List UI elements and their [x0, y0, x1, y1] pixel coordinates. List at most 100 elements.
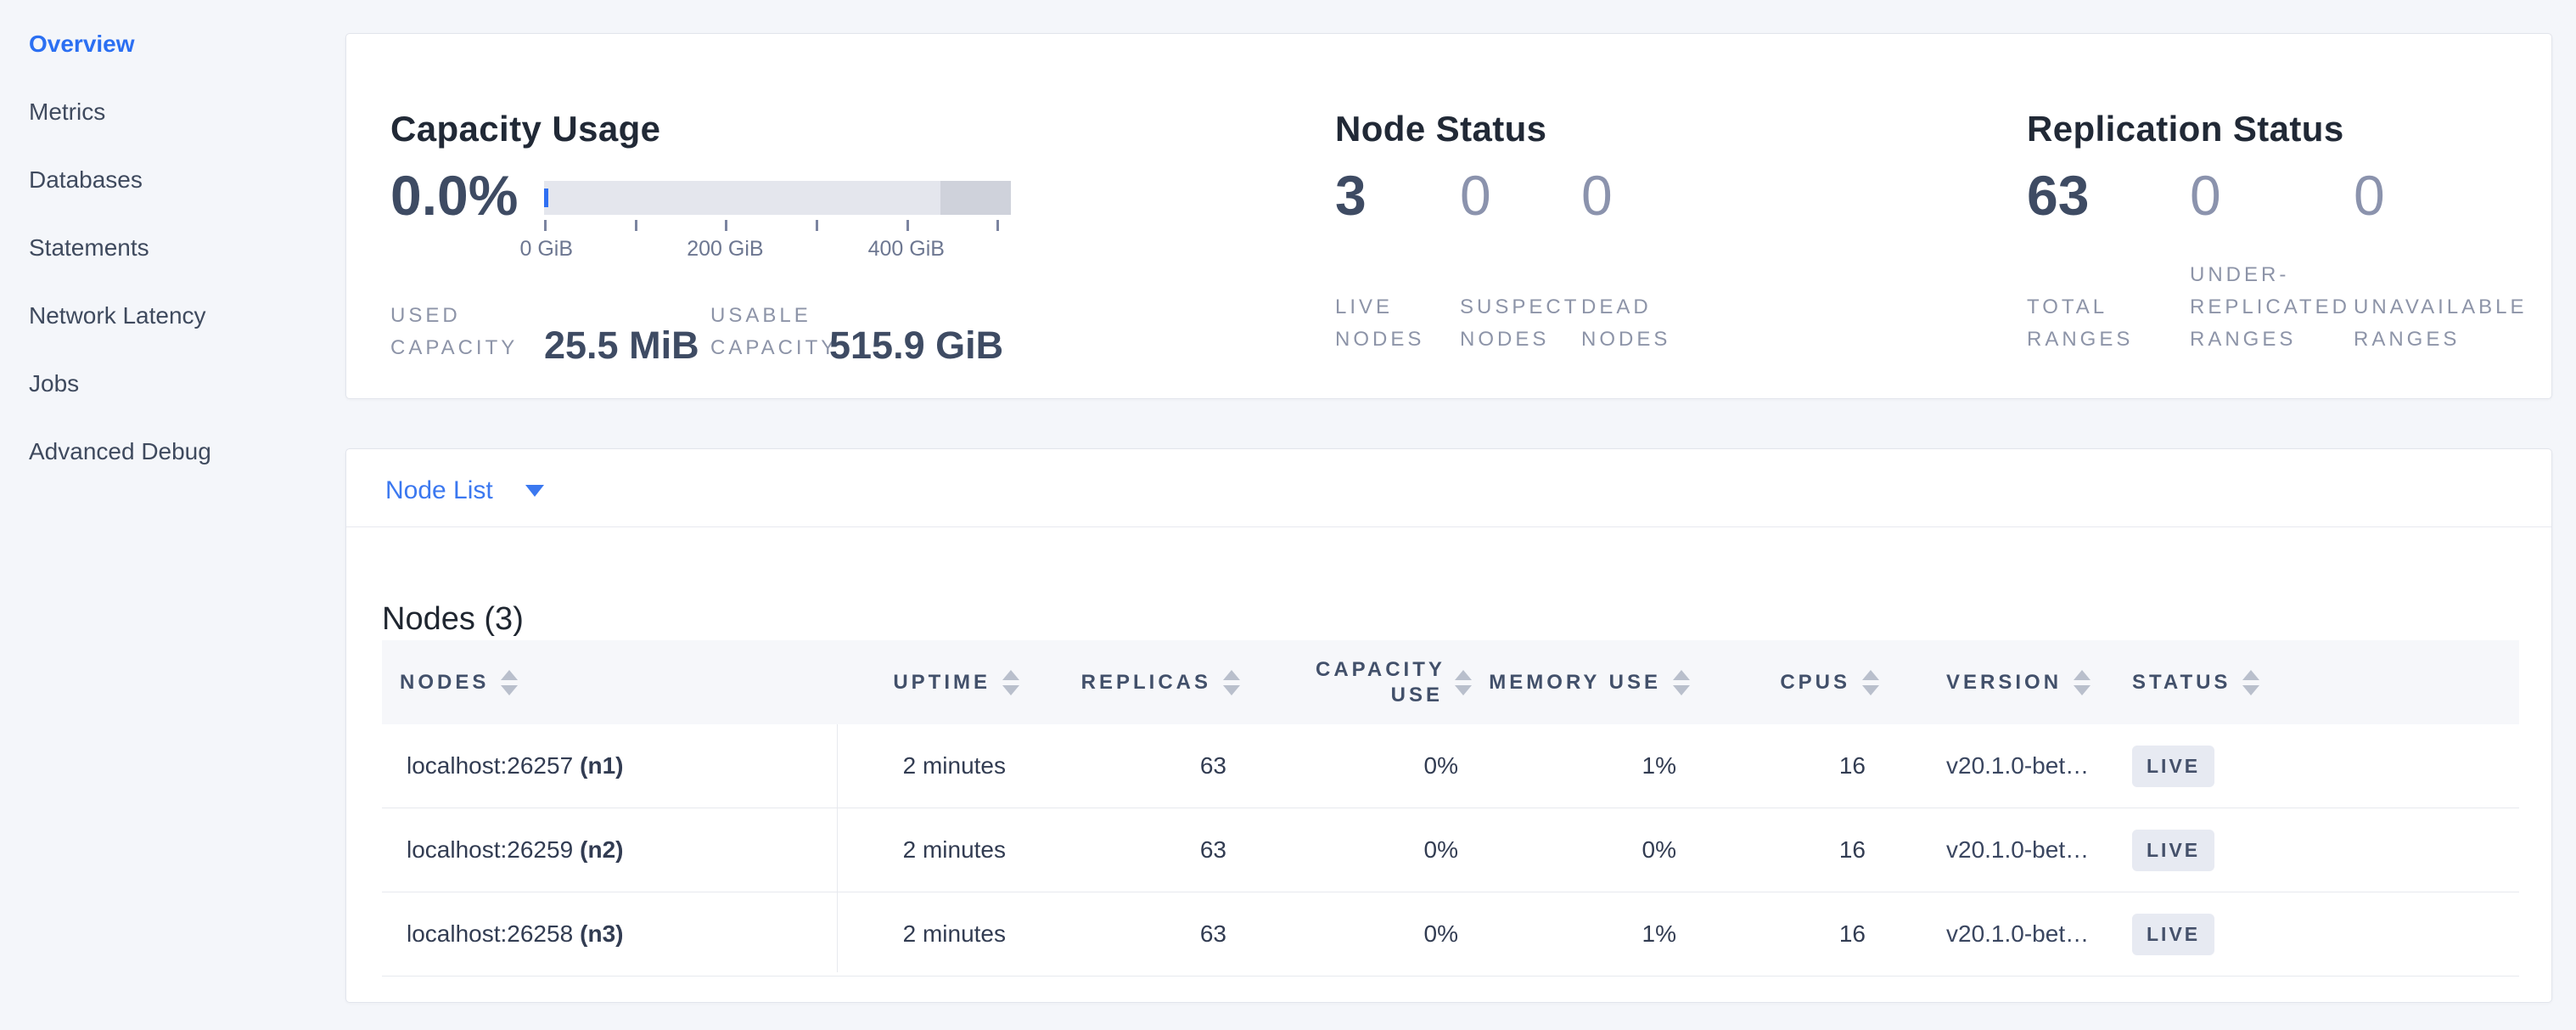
- cluster-summary-card: Capacity Usage 0.0% 0 GiB 200 GiB 400 Gi…: [345, 33, 2552, 399]
- tick-label-400gib: 400 GiB: [867, 237, 945, 261]
- under-replicated-ranges-label: UNDER- REPLICATED RANGES: [2190, 263, 2350, 351]
- live-nodes-value: 3: [1335, 164, 1367, 227]
- sort-icon[interactable]: [2242, 669, 2260, 695]
- cpus-cell: 16: [1838, 752, 1866, 779]
- suspect-nodes-value: 0: [1460, 164, 1491, 227]
- suspect-nodes-label: SUSPECT NODES: [1460, 295, 1580, 351]
- dead-nodes-stat: 0 DEAD NODES: [1581, 167, 1670, 356]
- node-list-card: Node List Nodes (3) NODES UPTIME REPLICA…: [345, 448, 2552, 1003]
- table-row-n3[interactable]: localhost:26258 (n3) 2 minutes 63 0% 1% …: [382, 892, 2519, 977]
- node-list-dropdown[interactable]: Node List: [385, 476, 544, 505]
- sort-icon[interactable]: [1002, 669, 1019, 695]
- uptime-cell: 2 minutes: [902, 920, 1006, 947]
- under-replicated-ranges-stat: 0 UNDER- REPLICATED RANGES: [2190, 167, 2350, 356]
- column-header-uptime[interactable]: UPTIME: [837, 640, 1019, 724]
- cpus-cell: 16: [1838, 836, 1866, 863]
- total-ranges-value: 63: [2027, 164, 2090, 227]
- sidebar-item-statements[interactable]: Statements: [29, 234, 149, 261]
- sidebar-item-databases[interactable]: Databases: [29, 166, 143, 193]
- tick-label-0gib: 0 GiB: [519, 237, 574, 261]
- sidebar-item-advanced-debug[interactable]: Advanced Debug: [29, 438, 211, 464]
- capacity-usage-title: Capacity Usage: [390, 108, 661, 149]
- live-nodes-stat: 3 LIVE NODES: [1335, 167, 1424, 356]
- status-cell: LIVE: [2132, 892, 2519, 976]
- sidebar-item-overview[interactable]: Overview: [29, 31, 135, 57]
- tick-label-200gib: 200 GiB: [687, 237, 764, 261]
- column-header-status[interactable]: STATUS: [2132, 640, 2519, 724]
- total-ranges-label: TOTAL RANGES: [2027, 295, 2134, 351]
- sort-icon[interactable]: [1223, 669, 1240, 695]
- node-address-cell[interactable]: localhost:26258 (n3): [407, 920, 624, 947]
- column-header-replicas[interactable]: REPLICAS: [1019, 640, 1240, 724]
- table-row-n1[interactable]: localhost:26257 (n1) 2 minutes 63 0% 1% …: [382, 724, 2519, 808]
- node-address-cell[interactable]: localhost:26259 (n2): [407, 836, 624, 863]
- sort-icon[interactable]: [1455, 669, 1472, 695]
- used-capacity-value: 25.5 MiB: [544, 324, 699, 367]
- sidebar-item-metrics[interactable]: Metrics: [29, 98, 106, 125]
- replicas-cell: 63: [1199, 836, 1226, 863]
- divider: [346, 526, 2551, 527]
- suspect-nodes-stat: 0 SUSPECT NODES: [1460, 167, 1580, 356]
- capacity-bar-ticks: [544, 220, 1011, 232]
- status-badge: LIVE: [2132, 829, 2215, 871]
- status-cell: LIVE: [2132, 808, 2519, 892]
- sort-icon[interactable]: [1862, 669, 1879, 695]
- usable-capacity-stat: USABLE CAPACITY 515.9 GiB: [710, 290, 1003, 364]
- chevron-down-icon: [525, 485, 544, 497]
- sidebar-item-network-latency[interactable]: Network Latency: [29, 302, 206, 329]
- replicas-cell: 63: [1199, 752, 1226, 779]
- dead-nodes-label: DEAD NODES: [1581, 295, 1671, 351]
- capacity-bar-used-marker: [544, 189, 548, 207]
- column-header-capacity-use[interactable]: CAPACITY USE: [1240, 640, 1472, 724]
- usable-capacity-value: 515.9 GiB: [829, 324, 1004, 367]
- capacity-usage-bar: [544, 181, 1011, 215]
- used-capacity-stat: USED CAPACITY 25.5 MiB: [390, 290, 699, 364]
- capacity-use-cell: 0%: [1423, 920, 1458, 947]
- version-cell: v20.1.0-bet…: [1946, 836, 2090, 863]
- replication-status-title: Replication Status: [2027, 108, 2344, 149]
- status-cell: LIVE: [2132, 724, 2519, 808]
- capacity-use-cell: 0%: [1423, 836, 1458, 863]
- total-ranges-stat: 63 TOTAL RANGES: [2027, 167, 2133, 356]
- sort-icon[interactable]: [1673, 669, 1690, 695]
- uptime-cell: 2 minutes: [902, 752, 1006, 779]
- memory-use-cell: 0%: [1642, 836, 1676, 863]
- nodes-table: NODES UPTIME REPLICAS CAPACITY USE MEMOR…: [382, 640, 2519, 977]
- replicas-cell: 63: [1199, 920, 1226, 947]
- uptime-cell: 2 minutes: [902, 836, 1006, 863]
- nodes-table-header: NODES UPTIME REPLICAS CAPACITY USE MEMOR…: [382, 640, 2519, 724]
- capacity-use-cell: 0%: [1423, 752, 1458, 779]
- nodes-count-heading: Nodes (3): [382, 601, 524, 637]
- node-address-cell[interactable]: localhost:26257 (n1): [407, 752, 624, 779]
- node-status-title: Node Status: [1335, 108, 1547, 149]
- unavailable-ranges-value: 0: [2354, 164, 2385, 227]
- cpus-cell: 16: [1838, 920, 1866, 947]
- node-list-dropdown-label: Node List: [385, 476, 493, 504]
- unavailable-ranges-label: UNAVAILABLE RANGES: [2354, 295, 2528, 351]
- capacity-bar-reserved-segment: [940, 181, 1011, 215]
- sidebar: Overview Metrics Databases Statements Ne…: [0, 0, 345, 1030]
- under-replicated-ranges-value: 0: [2190, 164, 2221, 227]
- version-cell: v20.1.0-bet…: [1946, 920, 2090, 947]
- table-row-n2[interactable]: localhost:26259 (n2) 2 minutes 63 0% 0% …: [382, 808, 2519, 892]
- capacity-usage-percent: 0.0%: [390, 164, 519, 227]
- column-header-version[interactable]: VERSION: [1879, 640, 2132, 724]
- memory-use-cell: 1%: [1642, 920, 1676, 947]
- status-badge: LIVE: [2132, 913, 2215, 955]
- live-nodes-label: LIVE NODES: [1335, 295, 1425, 351]
- unavailable-ranges-stat: 0 UNAVAILABLE RANGES: [2354, 167, 2528, 356]
- sort-icon[interactable]: [2074, 669, 2091, 695]
- dead-nodes-value: 0: [1581, 164, 1613, 227]
- nodes-column-divider: [837, 724, 838, 972]
- sort-icon[interactable]: [501, 669, 519, 695]
- column-header-nodes[interactable]: NODES: [382, 640, 837, 724]
- status-badge: LIVE: [2132, 745, 2215, 787]
- memory-use-cell: 1%: [1642, 752, 1676, 779]
- column-header-memory-use[interactable]: MEMORY USE: [1472, 640, 1690, 724]
- sidebar-item-jobs[interactable]: Jobs: [29, 370, 80, 397]
- usable-capacity-label: USABLE CAPACITY: [710, 304, 839, 359]
- version-cell: v20.1.0-bet…: [1946, 752, 2090, 779]
- used-capacity-label: USED CAPACITY: [390, 304, 519, 359]
- column-header-cpus[interactable]: CPUS: [1690, 640, 1879, 724]
